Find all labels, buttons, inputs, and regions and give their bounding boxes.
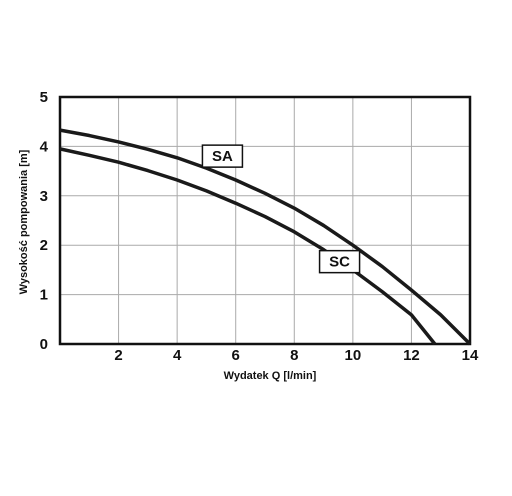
legend-label: SA [212,148,233,165]
y-tick-label: 2 [40,237,48,254]
y-axis-label: Wysokość pompowania [m] [18,149,30,294]
line [59,147,437,346]
y-tick-label: 3 [40,188,48,205]
x-tick-label: 6 [232,347,240,364]
x-tick-label: 2 [114,347,122,364]
y-tick-label: 1 [40,287,48,304]
legend-box [318,249,361,274]
x-axis-label: Wydatek Q [l/min] [224,370,317,382]
legend-label: SC [329,254,350,271]
x-tick-label: 4 [173,347,182,364]
legend-box [201,144,244,168]
x-tick-label: 10 [345,347,362,364]
x-tick-label: 8 [290,347,298,364]
y-tick-label: 0 [40,336,48,353]
y-tick-label: 5 [40,89,48,106]
plot-frame [58,95,472,346]
line [59,128,472,346]
x-tick-label: 14 [462,347,479,364]
y-tick-label: 4 [40,138,49,155]
x-tick-label: 12 [403,347,420,364]
